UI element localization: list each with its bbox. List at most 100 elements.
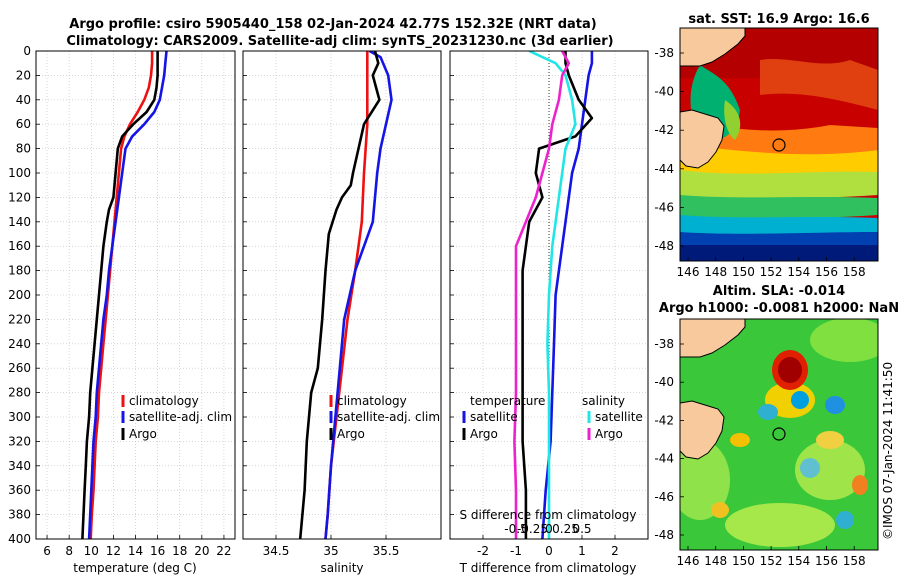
series-line-t-argo — [521, 51, 594, 539]
lon-tick-label: 148 — [704, 554, 727, 568]
sla-argo-location-marker — [772, 427, 786, 441]
x-tick-label: 22 — [216, 544, 231, 558]
x-tick-label: 2 — [611, 544, 619, 558]
y-tick-label: 380 — [8, 508, 31, 522]
y-tick-label: 200 — [8, 288, 31, 302]
lon-tick-label: 146 — [677, 554, 700, 568]
x-tick-label: -1 — [510, 544, 522, 558]
plot-frame — [449, 50, 649, 540]
x-tick-label: 16 — [150, 544, 165, 558]
x-tick-label: 6 — [43, 544, 51, 558]
depth-axis-labels: 0 20 40 60 80 100 120 140 160 180 200 220 240 260 280 3… — [8, 44, 31, 546]
y-tick-label: 360 — [8, 483, 31, 497]
series-line-s-satellite — [528, 51, 577, 539]
lon-tick-label: 148 — [704, 265, 727, 279]
lon-tick-label: 158 — [843, 265, 866, 279]
imos-timestamp-label: ©IMOS 07-Jan-2024 11:41:50 — [881, 362, 895, 540]
x-tick-label: 0 — [545, 544, 553, 558]
y-tick-label: 320 — [8, 434, 31, 448]
lon-tick-label: 156 — [815, 265, 838, 279]
series-group — [298, 51, 393, 539]
lat-tick-label: -48 — [654, 528, 674, 542]
lat-tick-label: -48 — [654, 239, 674, 253]
x-tick-label: 10 — [84, 544, 99, 558]
x-tick-label: 14 — [128, 544, 143, 558]
sst-map — [680, 28, 878, 261]
lat-tick-label: -42 — [654, 413, 674, 427]
x-tick-label: 8 — [65, 544, 73, 558]
temperature-axis-label: temperature (deg C) — [73, 561, 196, 575]
series-line-t-satellite — [541, 51, 594, 539]
x-tick-label: 12 — [106, 544, 121, 558]
lon-tick-label: 158 — [843, 554, 866, 568]
lat-tick-label: -40 — [654, 375, 674, 389]
y-tick-label: 20 — [16, 68, 31, 82]
x-tick-label: 20 — [194, 544, 209, 558]
y-tick-label: 140 — [8, 215, 31, 229]
plot-frame — [242, 50, 442, 540]
legend-label-t-argo: Argo — [470, 427, 498, 441]
legend-label-satellite: satellite-adj. clim — [337, 410, 440, 424]
y-tick-label: 400 — [8, 532, 31, 546]
sst-land-mainland — [680, 28, 746, 67]
y-tick-label: 80 — [16, 142, 31, 156]
lon-tick-label: 146 — [677, 265, 700, 279]
sla-lat-labels: -38 -40 -42 -44 -46 -48 — [654, 337, 684, 542]
lon-tick-label: 154 — [787, 554, 810, 568]
salinity-legend: climatology satellite-adj. clim Argo — [329, 394, 440, 441]
lon-tick-label: 156 — [815, 554, 838, 568]
lat-tick-label: -44 — [654, 162, 674, 176]
y-tick-label: 40 — [16, 93, 31, 107]
x-tick-label: 35.5 — [373, 544, 400, 558]
lat-tick-label: -46 — [654, 200, 674, 214]
x-tick-label: 34.5 — [263, 544, 290, 558]
series-group — [513, 51, 594, 539]
sst-lon-labels: 146 148 150 152 154 156 158 — [677, 257, 866, 279]
figure-title-line2: Climatology: CARS2009. Satellite-adj cli… — [66, 34, 613, 49]
series-line-satellite-adj-clim — [324, 51, 393, 539]
sla-lon-labels: 146 148 150 152 154 156 158 — [677, 546, 866, 568]
sla-map-frame — [679, 318, 879, 551]
lat-tick-label: -40 — [654, 85, 674, 99]
legend-label-climatology: climatology — [337, 394, 407, 408]
lat-tick-label: -42 — [654, 123, 674, 137]
difference-legend: temperature satellite Argo salinity sate… — [462, 394, 643, 441]
sla-land-mainland — [680, 319, 746, 358]
plot-frame — [35, 50, 236, 540]
legend-title-temperature: temperature — [470, 394, 545, 408]
legend-label-argo: Argo — [129, 427, 157, 441]
x-tick-label: 35 — [323, 544, 338, 558]
sla-land-tasmania — [680, 400, 725, 460]
difference-profile-panel: -2 -1 0 1 2 — [449, 50, 649, 558]
legend-label-t-satellite: satellite — [470, 410, 518, 424]
y-tick-label: 180 — [8, 264, 31, 278]
lon-tick-label: 152 — [760, 265, 783, 279]
legend-label-s-argo: Argo — [595, 427, 623, 441]
sst-map-title: sat. SST: 16.9 Argo: 16.6 — [688, 12, 869, 27]
series-line-argo — [298, 51, 381, 539]
s-difference-tick-label: 0.5 — [572, 522, 591, 536]
lat-tick-label: -38 — [654, 46, 674, 60]
sst-lat-labels: -38 -40 -42 -44 -46 -48 — [654, 46, 684, 253]
lon-tick-label: 150 — [732, 265, 755, 279]
lat-tick-label: -44 — [654, 452, 674, 466]
y-tick-label: 240 — [8, 337, 31, 351]
s-difference-tick-labels: -0.5-0.250 0.250.5 — [504, 522, 591, 536]
s-difference-tick-label: 0 — [545, 522, 553, 536]
salinity-profile-panel: 34.5 35 35.5 — [242, 50, 442, 558]
y-tick-label: 300 — [8, 410, 31, 424]
lon-tick-label: 150 — [732, 554, 755, 568]
y-tick-label: 260 — [8, 361, 31, 375]
legend-title-salinity: salinity — [582, 394, 625, 408]
legend-label-climatology: climatology — [129, 394, 199, 408]
y-tick-label: 340 — [8, 459, 31, 473]
lon-tick-label: 152 — [760, 554, 783, 568]
y-tick-label: 120 — [8, 190, 31, 204]
lon-tick-label: 154 — [787, 265, 810, 279]
y-tick-label: 60 — [16, 117, 31, 131]
sla-map-title-line1: Altim. SLA: -0.014 — [713, 284, 845, 299]
temperature-legend: climatology satellite-adj. clim Argo — [121, 394, 232, 441]
lat-tick-label: -46 — [654, 490, 674, 504]
s-difference-tick-label: -0.25 — [517, 522, 548, 536]
